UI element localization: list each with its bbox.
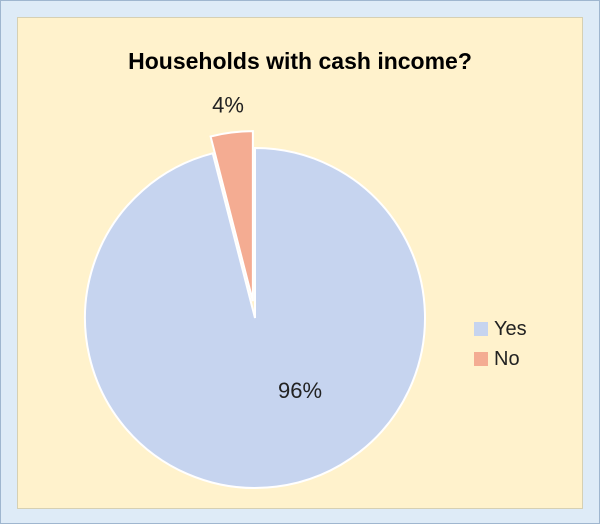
legend-swatch-yes <box>474 322 488 336</box>
legend-label-no: No <box>494 347 520 370</box>
data-label-no: 4% <box>212 93 244 118</box>
chart-area: Households with cash income? 4% 96% Yes N… <box>17 17 583 509</box>
pie-chart: 4% 96% <box>84 93 426 489</box>
pie-slice-no <box>209 130 254 302</box>
chart-title: Households with cash income? <box>128 48 472 74</box>
legend-label-yes: Yes <box>494 317 527 340</box>
legend-swatch-no <box>474 352 488 366</box>
legend-item-yes: Yes <box>474 314 527 344</box>
legend: Yes No <box>474 314 527 374</box>
data-label-yes: 96% <box>278 378 322 403</box>
legend-item-no: No <box>474 344 527 374</box>
pie-slice-yes <box>84 146 426 489</box>
